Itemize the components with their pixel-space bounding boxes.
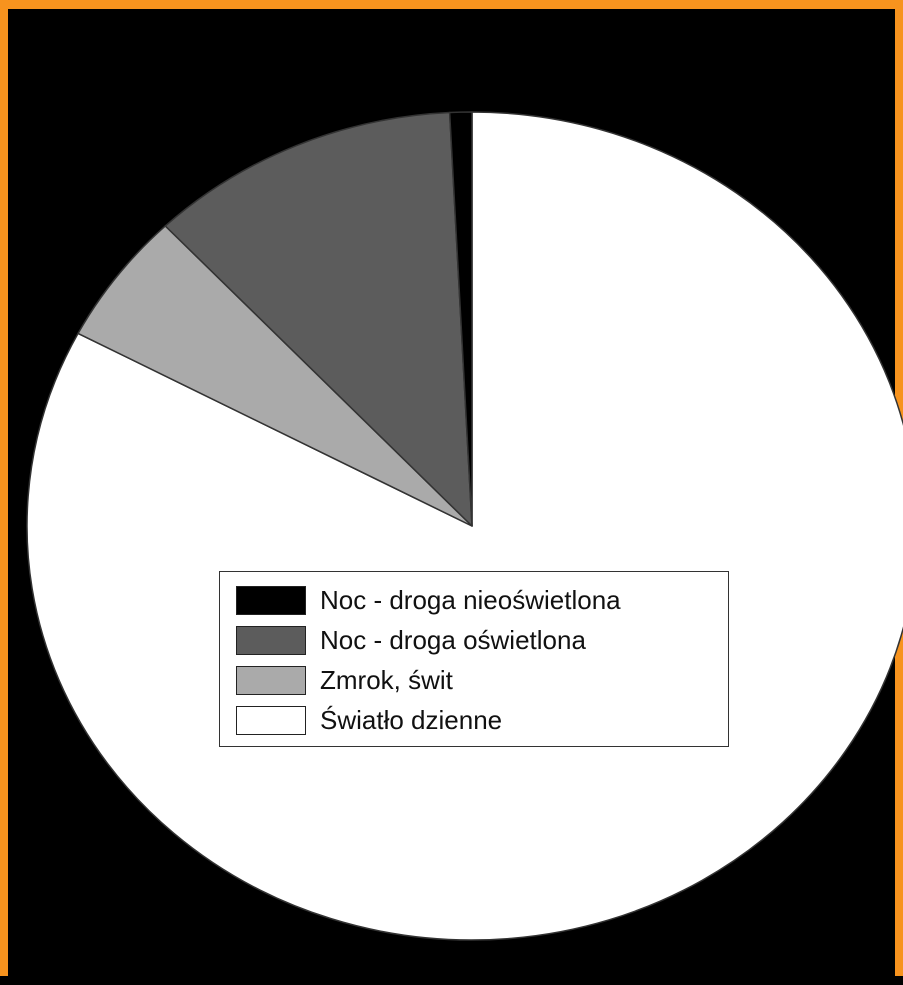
legend-label: Światło dzienne (320, 705, 503, 735)
legend-item: Zmrok, świt (236, 660, 728, 700)
legend-item: Noc - droga oświetlona (236, 620, 728, 660)
chart-legend: Noc - droga nieoświetlona Noc - droga ośw… (219, 571, 729, 747)
legend-label: Noc - droga nieoświetlona (320, 585, 621, 615)
legend-swatch (236, 585, 306, 615)
legend-label: Noc - droga oświetlona (320, 625, 586, 655)
legend-swatch (236, 625, 306, 655)
legend-item: Noc - droga nieoświetlona (236, 580, 728, 620)
pie-slice-1 (77, 225, 473, 527)
pie-slice-3 (448, 111, 473, 527)
legend-item: Światło dzienne (236, 700, 728, 740)
legend-swatch (236, 665, 306, 695)
legend-swatch (236, 705, 306, 735)
legend-label: Zmrok, świt (320, 665, 453, 695)
pie-chart (26, 111, 903, 941)
pie-slice-2 (164, 111, 473, 527)
